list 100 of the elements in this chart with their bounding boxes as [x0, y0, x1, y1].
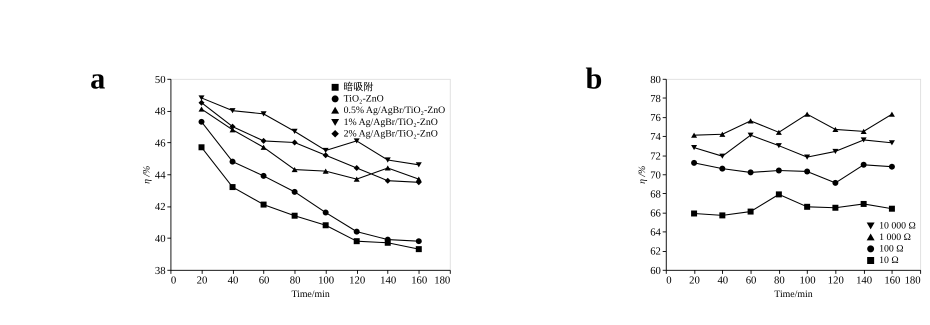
point — [804, 154, 810, 160]
point — [416, 162, 422, 168]
y-tick-label: 76 — [650, 112, 662, 124]
x-tick-label: 100 — [800, 274, 816, 287]
y-tick-label: 62 — [650, 246, 661, 258]
point — [322, 152, 329, 158]
point — [260, 172, 267, 179]
text: a — [90, 62, 106, 96]
point — [860, 162, 867, 168]
point — [804, 168, 810, 174]
x-tick-label: 20 — [196, 274, 208, 287]
point — [860, 137, 867, 143]
x-tick-label: 0 — [170, 274, 176, 287]
point — [198, 106, 205, 112]
legend-label: 0.5% Ag/AgBr/TiO₂-ZnO — [344, 105, 446, 116]
x-tick-label: 40 — [717, 274, 728, 287]
y-tick-label: 44 — [154, 169, 166, 182]
y-tick-label: 38 — [154, 264, 166, 277]
legend-label: 10 000 Ω — [879, 220, 916, 232]
point — [230, 184, 236, 190]
point — [260, 111, 267, 116]
point — [719, 212, 726, 218]
y-tick-label: 80 — [650, 74, 661, 86]
point — [719, 132, 726, 137]
y-tick-label: 40 — [154, 233, 166, 246]
point — [292, 188, 298, 195]
point — [198, 144, 205, 150]
point — [832, 180, 838, 186]
point — [776, 191, 782, 198]
text: b — [585, 62, 602, 96]
point — [832, 126, 838, 132]
x-tick-label: 120 — [828, 274, 844, 287]
x-tick-label: 120 — [349, 274, 366, 287]
y-tick-label: 42 — [154, 201, 166, 214]
point — [260, 144, 267, 150]
x-axis-title: Time/min — [774, 289, 813, 300]
point — [292, 128, 298, 134]
y-axis-title: η /% — [141, 166, 152, 184]
y-tick-label: 70 — [650, 169, 661, 182]
x-tick-label: 140 — [856, 274, 872, 287]
point — [691, 145, 698, 150]
point — [691, 160, 698, 166]
point — [719, 166, 726, 172]
point — [322, 222, 329, 228]
y-tick-label: 60 — [650, 264, 661, 277]
point — [230, 158, 236, 165]
point — [198, 100, 205, 106]
x-tick-label: 160 — [884, 274, 900, 287]
x-tick-label: 60 — [746, 274, 756, 287]
point — [230, 108, 236, 114]
point — [354, 164, 360, 171]
point — [292, 140, 298, 146]
point — [748, 169, 754, 176]
y-tick-label: 48 — [154, 106, 166, 118]
point — [888, 206, 895, 212]
point — [804, 112, 810, 117]
x-tick-label: 40 — [228, 274, 238, 287]
y-tick-label: 46 — [154, 138, 166, 150]
point — [748, 132, 754, 138]
point — [354, 228, 360, 235]
x-tick-label: 100 — [318, 274, 334, 287]
point — [416, 238, 422, 244]
point — [860, 128, 867, 134]
point — [691, 210, 698, 216]
point — [384, 157, 391, 163]
x-tick-label: 20 — [689, 274, 700, 287]
point — [860, 200, 867, 207]
y-tick-label: 78 — [650, 92, 661, 105]
y-axis-title: η /% — [636, 166, 648, 184]
point — [260, 202, 267, 208]
y-tick-label: 74 — [650, 131, 662, 144]
y-tick-label: 66 — [650, 208, 662, 220]
point — [888, 164, 895, 170]
point — [804, 204, 810, 210]
point — [354, 176, 360, 182]
x-tick-label: 140 — [380, 274, 396, 287]
y-tick-label: 72 — [650, 150, 661, 162]
y-tick-label: 68 — [650, 188, 661, 200]
point — [322, 210, 329, 216]
x-tick-label: 180 — [434, 274, 450, 287]
point — [354, 138, 360, 144]
point — [292, 212, 298, 219]
point — [776, 168, 782, 174]
point — [384, 178, 391, 184]
point — [776, 130, 782, 135]
point — [776, 143, 782, 148]
point — [888, 140, 895, 146]
x-tick-label: 0 — [666, 274, 672, 287]
point — [691, 132, 698, 138]
x-tick-label: 60 — [258, 274, 270, 287]
legend-label: 10 Ω — [879, 255, 899, 266]
x-tick-label: 180 — [904, 274, 921, 287]
point — [384, 165, 391, 171]
point — [198, 95, 205, 101]
y-tick-label: 64 — [650, 226, 662, 239]
point — [888, 112, 895, 117]
legend-label: 1% Ag/AgBr/TiO₂-ZnO — [344, 116, 438, 128]
point — [832, 148, 838, 154]
point — [198, 118, 205, 125]
legend-label: TiO₂-ZnO — [344, 94, 384, 105]
